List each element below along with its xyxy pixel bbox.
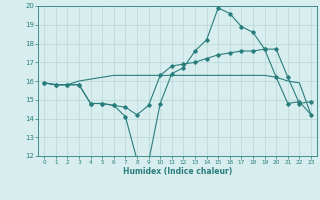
X-axis label: Humidex (Indice chaleur): Humidex (Indice chaleur)	[123, 167, 232, 176]
